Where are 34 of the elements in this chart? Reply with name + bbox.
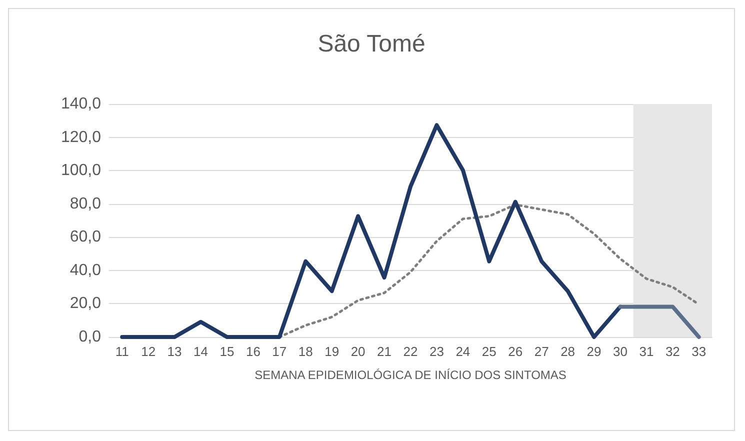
y-tick-label: 0,0: [78, 328, 102, 346]
x-tick-label: 20: [350, 344, 366, 359]
x-tick-label: 13: [167, 344, 182, 359]
x-tick-label: 33: [692, 344, 706, 359]
y-tick-label: 20,0: [70, 295, 102, 312]
y-tick-label: 140,0: [60, 96, 102, 112]
y-tick-label: 80,0: [70, 195, 102, 212]
x-tick-label: 22: [403, 344, 418, 359]
x-tick-label: 27: [534, 344, 549, 359]
y-tick-label: 120,0: [60, 128, 102, 146]
x-tick-label: 25: [482, 344, 496, 359]
y-tick-label: 60,0: [70, 228, 102, 246]
x-tick-label: 16: [246, 344, 260, 359]
x-tick-label: 26: [508, 344, 523, 359]
x-tick-label: 23: [429, 344, 444, 359]
x-tick-label: 14: [194, 344, 208, 359]
x-tick-label: 21: [377, 344, 392, 359]
x-tick-label: 24: [456, 344, 470, 359]
x-tick-label: 15: [220, 344, 234, 359]
line-series: [120, 123, 622, 339]
x-tick-label: 31: [639, 344, 654, 359]
x-tick-label: 11: [115, 344, 129, 359]
x-axis-title: SEMANA EPIDEMIOLÓGICA DE INÍCIO DOS SINTOMAS: [254, 368, 566, 382]
x-tick-label: 12: [141, 344, 156, 359]
y-tick-label: 40,0: [70, 262, 102, 279]
x-tick-label: 19: [324, 344, 340, 359]
x-tick-label: 32: [665, 344, 680, 359]
x-tick-label: 29: [586, 344, 602, 359]
y-tick-label: 100,0: [60, 162, 102, 180]
x-tick-label: 17: [272, 344, 287, 359]
x-tick-label: 28: [560, 344, 576, 359]
x-tick-label: 30: [613, 344, 628, 359]
x-tick-label: 18: [298, 344, 313, 359]
chart-title: São Tomé: [318, 30, 426, 58]
